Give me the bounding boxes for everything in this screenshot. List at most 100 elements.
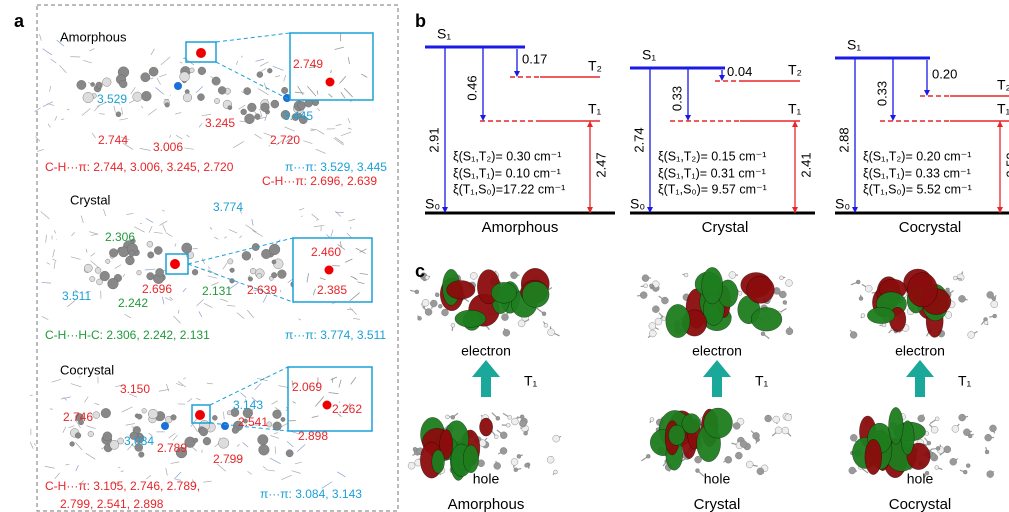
atom	[985, 450, 989, 454]
excitation-arrow	[481, 375, 491, 397]
atom	[228, 259, 233, 264]
atom	[255, 114, 261, 120]
atom	[661, 297, 668, 304]
wireframe	[171, 462, 180, 464]
wireframe	[236, 61, 238, 65]
orbital-lobe	[666, 304, 690, 337]
atom	[212, 415, 217, 420]
wireframe	[341, 132, 351, 136]
wireframe	[68, 426, 74, 428]
wireframe	[166, 468, 168, 475]
coupling-label: ξ(T₁,S₀)= 5.52 cm⁻¹	[863, 182, 972, 196]
phase-name: Amorphous	[448, 496, 525, 512]
atom	[856, 280, 860, 284]
atom	[785, 280, 792, 287]
gap-label: 2.88	[836, 127, 851, 152]
atom	[725, 456, 732, 463]
wireframe	[334, 138, 344, 145]
atom	[83, 92, 93, 102]
wireframe	[46, 235, 47, 243]
panel-label: c	[415, 261, 425, 281]
wireframe	[208, 276, 218, 278]
wireframe	[233, 141, 244, 147]
atom	[422, 299, 429, 306]
wireframe	[193, 424, 198, 431]
atom	[735, 452, 742, 459]
distance-label: 2.720	[270, 133, 300, 147]
wireframe	[348, 128, 352, 129]
wireframe	[203, 481, 212, 482]
wireframe	[90, 49, 95, 51]
wireframe	[299, 319, 301, 320]
n-atom	[161, 422, 169, 430]
electron-label: electron	[692, 343, 742, 359]
wireframe	[237, 444, 239, 446]
wireframe	[246, 225, 257, 232]
wireframe	[255, 134, 262, 139]
wireframe	[273, 66, 284, 70]
wireframe	[196, 398, 200, 400]
atom	[451, 323, 455, 327]
wireframe	[81, 216, 83, 223]
coupling-label: ξ(S₁,T₂)= 0.15 cm⁻¹	[658, 149, 766, 163]
atom	[192, 269, 198, 275]
atom	[765, 415, 772, 422]
hole-label: hole	[473, 471, 500, 487]
section-title: Crystal	[70, 192, 111, 207]
wireframe	[76, 465, 79, 471]
atom	[197, 94, 204, 101]
atom	[241, 109, 247, 115]
wireframe	[353, 318, 360, 319]
wireframe	[114, 106, 116, 113]
orbital-lobe	[865, 439, 882, 474]
summary-label: π···π: 3.084, 3.143	[260, 487, 362, 501]
wireframe	[92, 133, 95, 138]
atom	[101, 408, 111, 418]
atom	[655, 318, 662, 325]
atom	[218, 86, 226, 94]
wireframe	[260, 111, 262, 118]
distance-label: 3.143	[233, 398, 263, 412]
atom	[108, 278, 119, 289]
wireframe	[162, 297, 164, 305]
level-label: T₂	[588, 58, 602, 74]
wireframe	[43, 102, 53, 107]
wireframe	[287, 441, 293, 447]
arrow-head	[719, 75, 725, 81]
wireframe	[220, 299, 228, 302]
orbital-lobe	[432, 450, 445, 473]
atom	[757, 468, 764, 475]
excitation-arrow-head	[472, 360, 500, 377]
wireframe	[241, 56, 242, 57]
atom	[652, 306, 659, 313]
atom	[761, 332, 765, 336]
wireframe	[196, 300, 203, 307]
o-atom	[326, 78, 335, 87]
atom	[918, 415, 925, 422]
wireframe	[115, 265, 121, 269]
atom	[242, 251, 251, 260]
atom	[227, 411, 231, 415]
wireframe	[162, 210, 164, 211]
wireframe	[270, 458, 281, 464]
wireframe	[208, 267, 210, 269]
atom	[931, 426, 938, 433]
arrow-head	[587, 121, 593, 127]
wireframe	[270, 436, 279, 439]
wireframe	[75, 442, 82, 450]
wireframe	[274, 433, 278, 434]
atom	[953, 276, 957, 280]
atom	[494, 462, 501, 469]
atom	[957, 274, 964, 281]
atom	[958, 295, 965, 302]
orbital-lobe	[522, 282, 549, 308]
orbital-lobe	[704, 408, 733, 438]
wireframe	[314, 225, 324, 226]
atom	[729, 272, 736, 279]
atom	[149, 67, 158, 76]
wireframe	[95, 403, 100, 404]
wireframe	[154, 232, 163, 233]
distance-label: 2.131	[202, 284, 232, 298]
atom	[198, 67, 206, 75]
wireframe	[71, 232, 74, 236]
